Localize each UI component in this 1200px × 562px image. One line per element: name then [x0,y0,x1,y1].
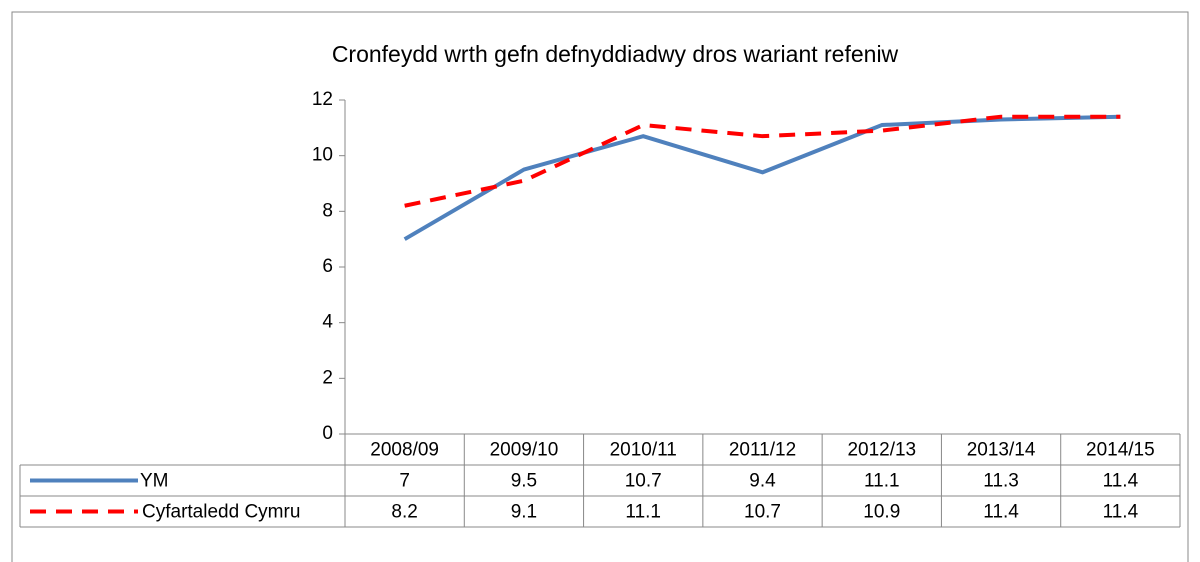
y-tick-label: 10 [312,145,333,166]
table-value: 9.5 [511,471,537,492]
y-tick-label: 6 [322,256,333,277]
table-value: 11.1 [625,502,661,523]
x-tick-label: 2009/10 [490,440,559,461]
series-line [403,114,1121,241]
legend-label: Cyfartaledd Cymru [142,502,300,523]
y-tick-label: 0 [322,423,333,444]
chart-border [11,11,1189,562]
x-tick-label: 2008/09 [370,440,439,461]
table-value: 11.4 [983,502,1019,523]
x-tick-label: 2012/13 [847,440,916,461]
legend-label: YM [140,471,169,492]
table-value: 11.4 [1103,471,1139,492]
table-value: 10.9 [863,502,900,523]
table-value: 10.7 [625,471,662,492]
x-tick-label: 2014/15 [1086,440,1155,461]
series-line [404,114,1121,208]
table-value: 9.1 [511,502,537,523]
table-value: 8.2 [391,502,417,523]
table-value: 10.7 [744,502,781,523]
table-value: 11.3 [983,471,1019,492]
x-tick-label: 2010/11 [610,440,677,461]
chart-title: Cronfeydd wrth gefn defnyddiadwy dros wa… [332,41,899,67]
table-value: 9.4 [749,471,776,492]
table-value: 11.4 [1103,502,1139,523]
x-tick-label: 2011/12 [729,440,796,461]
x-tick-label: 2013/14 [967,440,1036,461]
table-value: 11.1 [864,471,900,492]
y-tick-label: 2 [322,367,333,388]
y-tick-label: 12 [312,89,333,110]
y-tick-label: 8 [322,200,333,221]
table-value: 7 [399,471,410,492]
y-tick-label: 4 [322,312,333,333]
